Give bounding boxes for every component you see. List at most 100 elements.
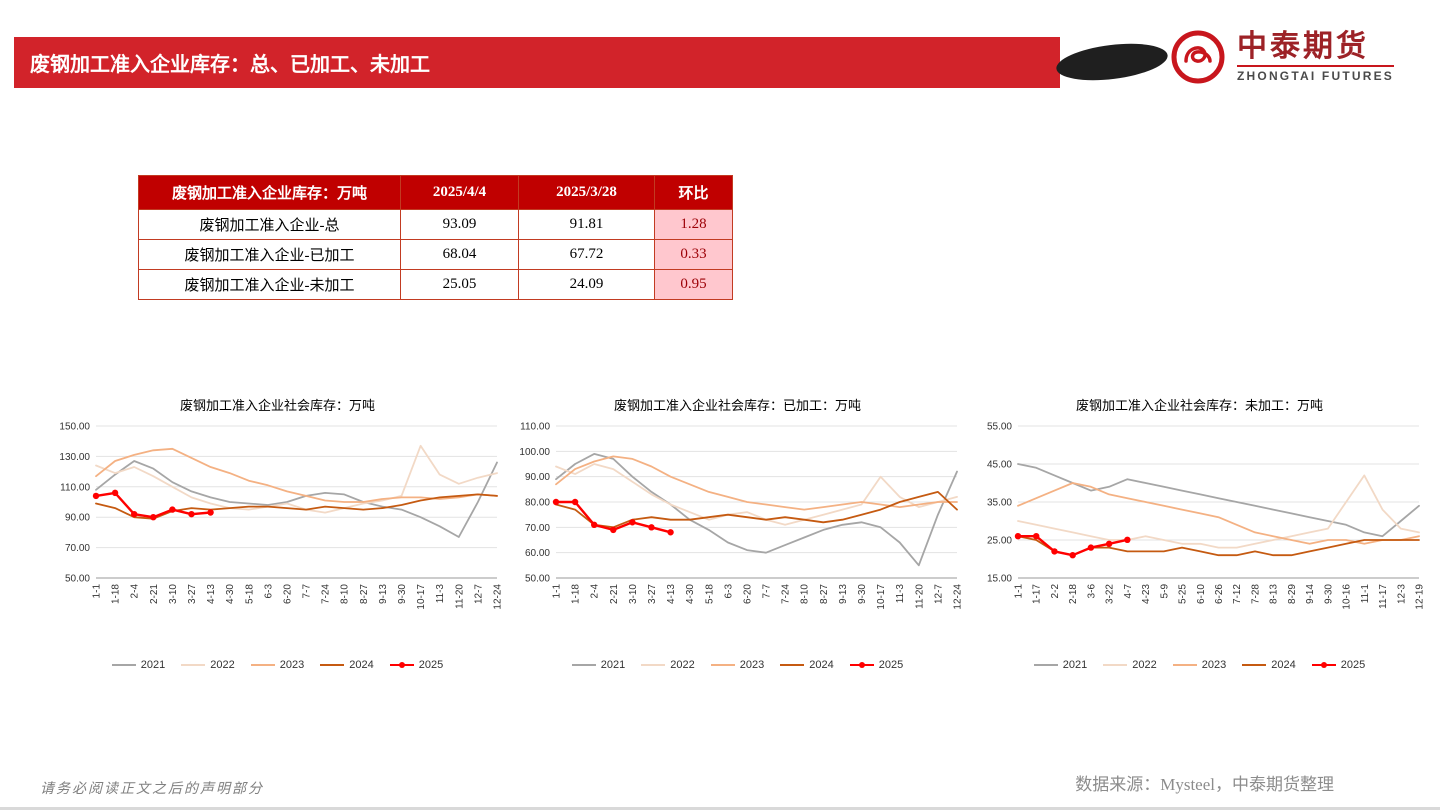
- legend-swatch: [780, 664, 805, 666]
- svg-text:2-4: 2-4: [590, 584, 601, 599]
- svg-text:11-3: 11-3: [435, 584, 446, 604]
- svg-text:6-20: 6-20: [742, 584, 753, 604]
- legend-item-2025: 2025: [389, 659, 443, 671]
- legend-label: 2024: [1271, 659, 1296, 671]
- legend-label: 2021: [600, 659, 626, 671]
- legend-item-2023: 2023: [710, 659, 764, 671]
- table-row: 废钢加工准入企业-已加工 68.04 67.72 0.33: [138, 239, 733, 270]
- decorative-swoosh: [1056, 43, 1168, 81]
- svg-text:11-20: 11-20: [914, 584, 925, 609]
- value-previous: 91.81: [518, 209, 655, 240]
- svg-text:2-21: 2-21: [609, 584, 620, 604]
- svg-text:6-20: 6-20: [282, 584, 293, 604]
- legend-item-2024: 2024: [320, 659, 374, 671]
- table-row: 废钢加工准入企业-总 93.09 91.81 1.28: [138, 209, 733, 240]
- legend-item-2021: 2021: [1033, 659, 1087, 671]
- svg-text:2-2: 2-2: [1050, 584, 1061, 599]
- svg-text:9-13: 9-13: [838, 584, 849, 604]
- logo-divider: [1237, 65, 1394, 67]
- legend-label: 2023: [1201, 659, 1227, 671]
- svg-text:12-7: 12-7: [473, 584, 484, 604]
- svg-text:1-18: 1-18: [571, 584, 582, 604]
- legend-label: 2022: [210, 659, 235, 671]
- svg-text:7-24: 7-24: [781, 584, 792, 604]
- svg-text:100.00: 100.00: [519, 447, 550, 458]
- legend-item-2024: 2024: [1242, 659, 1296, 671]
- svg-text:3-10: 3-10: [168, 584, 179, 604]
- inventory-summary-table: 废钢加工准入企业库存：万吨 2025/4/4 2025/3/28 环比 废钢加工…: [138, 175, 733, 300]
- svg-text:25.00: 25.00: [987, 536, 1012, 547]
- value-change: 0.33: [654, 239, 733, 270]
- svg-text:3-22: 3-22: [1105, 584, 1116, 604]
- svg-text:90.00: 90.00: [65, 513, 90, 524]
- svg-text:35.00: 35.00: [987, 498, 1012, 509]
- svg-text:3-6: 3-6: [1086, 584, 1097, 599]
- logo-text: 中泰期货 ZHONGTAI FUTURES: [1237, 31, 1394, 83]
- svg-text:1-1: 1-1: [552, 584, 563, 599]
- svg-text:10-16: 10-16: [1342, 584, 1353, 610]
- svg-text:8-27: 8-27: [359, 584, 370, 604]
- legend-item-2025: 2025: [1311, 659, 1365, 671]
- svg-text:12-3: 12-3: [1396, 584, 1407, 604]
- svg-text:3-27: 3-27: [647, 584, 658, 604]
- table-body: 废钢加工准入企业-总 93.09 91.81 1.28 废钢加工准入企业-已加工 68.0…: [138, 209, 733, 300]
- svg-text:9-30: 9-30: [857, 584, 868, 604]
- svg-text:50.00: 50.00: [525, 574, 550, 585]
- value-change: 1.28: [654, 209, 733, 240]
- legend-item-2025: 2025: [849, 659, 904, 671]
- chart-total-title: 废钢加工准入企业社会库存：万吨: [179, 398, 375, 413]
- svg-text:2-4: 2-4: [130, 584, 141, 599]
- disclaimer-text: 请务必阅读正文之后的声明部分: [40, 782, 264, 797]
- svg-text:8-13: 8-13: [1269, 584, 1280, 604]
- logo-mark-icon: [1171, 30, 1225, 84]
- legend-label: 2022: [670, 659, 695, 671]
- bottom-divider: [0, 807, 1440, 810]
- legend-swatch: [849, 662, 874, 668]
- legend-item-2023: 2023: [250, 659, 305, 671]
- svg-text:8-10: 8-10: [340, 584, 351, 604]
- chart-total: 废钢加工准入企业社会库存：万吨 50.00 70.00 90.00 110.00 130…: [50, 395, 505, 671]
- svg-text:9-14: 9-14: [1305, 584, 1316, 604]
- svg-text:110.00: 110.00: [520, 422, 550, 433]
- row-label: 废钢加工准入企业-总: [138, 209, 401, 240]
- value-current: 25.05: [400, 269, 519, 300]
- value-previous: 24.09: [518, 269, 655, 300]
- svg-text:1-1: 1-1: [92, 584, 103, 599]
- chart-unprocessed-canvas: 15.00 25.00 35.00 45.00 55.00 1-1 1-17 2-2 2-18 3…: [987, 422, 1426, 610]
- legend-marker-dot: [398, 662, 405, 668]
- svg-text:90.00: 90.00: [525, 472, 550, 483]
- svg-text:1-18: 1-18: [111, 584, 122, 604]
- header-change: 环比: [654, 175, 733, 210]
- svg-text:8-29: 8-29: [1287, 584, 1298, 604]
- svg-text:7-7: 7-7: [762, 584, 773, 599]
- table-row: 废钢加工准入企业-未加工 25.05 24.09 0.95: [138, 269, 733, 300]
- svg-text:7-7: 7-7: [302, 584, 313, 599]
- value-current: 68.04: [400, 239, 519, 270]
- chart-processed-legend: 2021 2022 2023 2024 2025: [510, 659, 965, 671]
- svg-text:9-30: 9-30: [397, 584, 408, 604]
- legend-item-2022: 2022: [181, 659, 235, 671]
- svg-text:9-30: 9-30: [1323, 584, 1334, 604]
- header-date-previous: 2025/3/28: [518, 175, 655, 210]
- company-logo: 中泰期货 ZHONGTAI FUTURES: [1169, 28, 1394, 86]
- legend-swatch: [1033, 664, 1058, 666]
- logo-name-en: ZHONGTAI FUTURES: [1237, 69, 1394, 83]
- chart-total-legend: 2021 2022 2023 2024 2025: [50, 659, 505, 671]
- legend-label: 2024: [809, 659, 834, 671]
- svg-text:10-17: 10-17: [876, 584, 887, 610]
- legend-label: 2023: [279, 659, 305, 671]
- svg-text:1-17: 1-17: [1032, 584, 1043, 604]
- legend-swatch: [320, 664, 345, 666]
- legend-label: 2025: [878, 659, 904, 671]
- legend-label: 2021: [140, 659, 166, 671]
- svg-text:9-13: 9-13: [378, 584, 389, 604]
- legend-item-2022: 2022: [1103, 659, 1157, 671]
- svg-text:10-17: 10-17: [416, 584, 427, 610]
- svg-text:110.00: 110.00: [60, 482, 90, 493]
- legend-swatch: [1311, 662, 1336, 668]
- legend-marker-dot: [858, 662, 865, 668]
- chart-processed: 废钢加工准入企业社会库存：已加工：万吨 50.00 60.00 70.00 80.00…: [510, 395, 965, 671]
- value-previous: 67.72: [518, 239, 655, 270]
- svg-text:3-27: 3-27: [187, 584, 198, 604]
- svg-text:6-26: 6-26: [1214, 584, 1225, 604]
